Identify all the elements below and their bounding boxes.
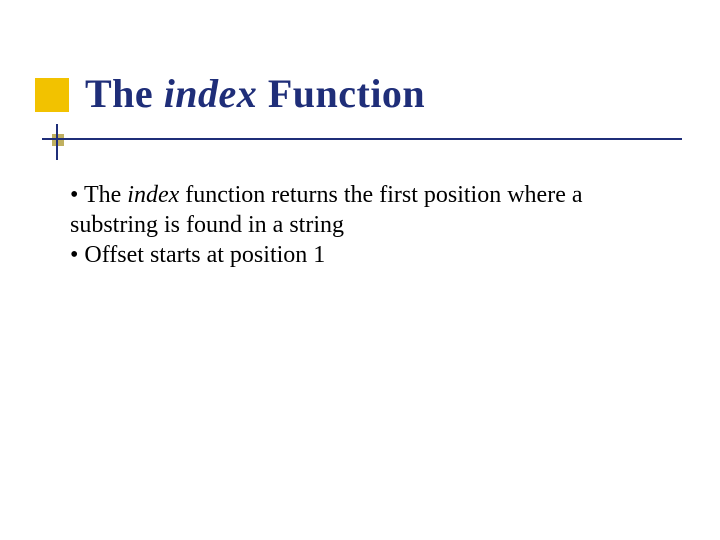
title-text-italic: index <box>164 71 258 116</box>
horizontal-rule <box>42 138 682 140</box>
bullet-item: • The index function returns the first p… <box>70 180 660 240</box>
bullet-text-pre: The <box>84 182 127 208</box>
slide-title: The index Function <box>85 70 425 117</box>
bullet-text-italic: index <box>127 182 179 208</box>
slide: The index Function • The index function … <box>0 0 720 540</box>
slide-body: • The index function returns the first p… <box>70 180 660 270</box>
accent-square-small <box>52 134 64 146</box>
title-text-pre: The <box>85 71 164 116</box>
bullet-item: • Offset starts at position 1 <box>70 240 660 270</box>
title-text-post: Function <box>257 71 425 116</box>
vertical-rule <box>56 124 58 160</box>
accent-square-large <box>35 78 69 112</box>
bullet-text-pre: Offset starts at position 1 <box>84 242 325 268</box>
